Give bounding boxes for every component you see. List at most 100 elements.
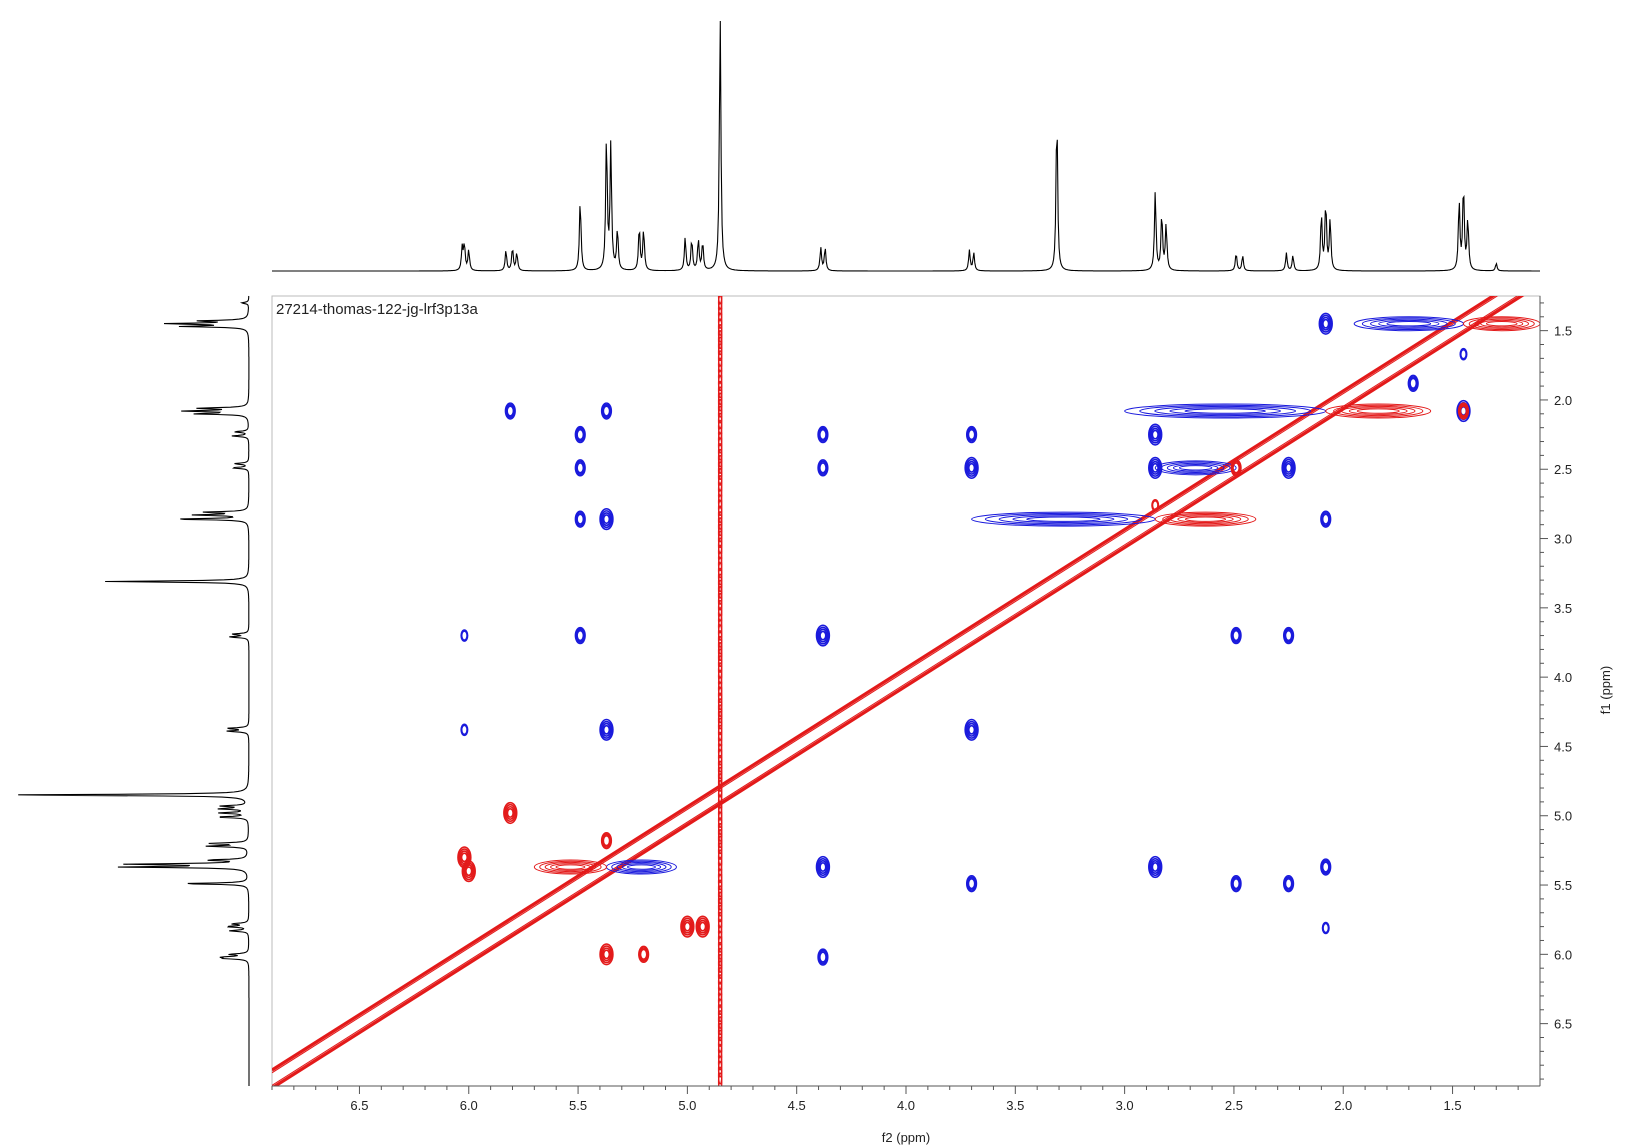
cross-peak-contour: [462, 862, 475, 881]
t1-noise-contour: [717, 370, 723, 384]
cross-peak-contour: [819, 630, 827, 641]
t1-noise-contour: [717, 307, 723, 322]
cross-peak-contour: [818, 428, 827, 441]
y-tick-label: 6.5: [1554, 1017, 1572, 1032]
cross-peak-contour: [818, 860, 828, 875]
cross-peak-contour: [815, 855, 831, 879]
cross-peak-contour: [465, 866, 473, 877]
cross-peak-contour: [1150, 427, 1161, 442]
ridge-contour: [1178, 465, 1213, 471]
f1-axis: 1.5 2.0 2.5 3.0 3.5 4.0 4.5 5.0 5.5 6.0 6.5: [1539, 296, 1572, 1086]
ridge-contour: [1378, 319, 1440, 328]
y-tick-label: 6.0: [1554, 947, 1572, 962]
diagonal-contour-inner-1: [272, 296, 1499, 1074]
cross-peak-contour: [1231, 876, 1241, 891]
cross-peak-contour: [1320, 859, 1331, 875]
cross-peak-contour: [966, 460, 977, 475]
ridge-contour: [1333, 404, 1424, 418]
cross-peak-contour: [574, 425, 586, 444]
cross-peak-contour: [818, 951, 827, 963]
y-tick-label: 4.5: [1554, 739, 1572, 754]
cross-peak-contour: [575, 427, 586, 442]
ridge-contour: [616, 861, 667, 873]
t1-noise-contour: [717, 432, 723, 447]
y-tick-label: 3.5: [1554, 601, 1572, 616]
cross-peak-contour: [817, 459, 829, 477]
cross-peak-contour: [1232, 629, 1241, 642]
cross-peak-contour: [1230, 626, 1242, 645]
cross-peak-contour: [602, 514, 611, 525]
t1-noise-contour: [717, 842, 723, 860]
cross-peak-contour: [575, 511, 586, 527]
ridge-contour: [621, 863, 662, 871]
cross-peak-contour: [1459, 348, 1467, 360]
ridge-contour: [1184, 408, 1266, 414]
y-axis-title: f1 (ppm): [1598, 666, 1613, 714]
cross-peak-contour: [599, 718, 614, 741]
plot-title: 27214-thomas-122-jg-lrf3p13a: [276, 301, 478, 318]
ridge-contour: [539, 860, 602, 874]
cross-peak-contour: [818, 628, 828, 643]
cross-peak-contour: [1282, 626, 1295, 645]
y-tick-label: 1.5: [1554, 324, 1572, 339]
cross-peak-contour: [1282, 458, 1295, 477]
cross-peak-contour: [967, 877, 976, 890]
ridge-contour: [1361, 317, 1456, 331]
y-tick-label: 4.0: [1554, 670, 1572, 685]
cross-peak-contour: [602, 724, 611, 735]
f2-axis: 6.5 6.0 5.5 5.0 4.5 4.0 3.5 3.0 2.5 2.0 1.5: [271, 1085, 1540, 1113]
cross-peak-contour: [601, 403, 612, 419]
cross-peak-contour: [816, 626, 829, 645]
x-tick-label: 6.0: [460, 1098, 478, 1113]
cross-peak-contour: [463, 864, 474, 879]
cross-peak-contour: [1149, 458, 1162, 477]
cross-peak-contour: [1457, 402, 1470, 420]
cross-peak-contour: [460, 724, 468, 736]
x-tick-label: 3.0: [1116, 1098, 1134, 1113]
y-tick-label: 5.5: [1554, 878, 1572, 893]
ridge-contour: [611, 860, 672, 874]
ridge-contour: [1172, 463, 1219, 472]
cross-peak-contour: [1320, 858, 1332, 876]
cross-peak-contour: [576, 428, 585, 441]
cross-peak-contour: [576, 629, 585, 642]
cross-peak-contour: [602, 949, 611, 960]
cross-peak-contour: [1151, 429, 1159, 440]
cross-peak-contour: [682, 919, 693, 934]
cross-peak-contour: [1320, 511, 1331, 527]
cross-peak-contour: [638, 945, 650, 964]
ridge-contour: [1177, 515, 1234, 524]
ridge-contour: [1340, 405, 1416, 417]
x-tick-label: 6.5: [350, 1098, 368, 1113]
cross-peak-contour: [680, 915, 695, 938]
cross-peak-contour: [1456, 399, 1471, 423]
ridge-contour: [533, 859, 607, 875]
cross-peak-contour: [601, 947, 612, 962]
cross-peak-contour: [602, 405, 611, 417]
ridge-contour: [1154, 511, 1257, 527]
cross-peak-contour: [1283, 460, 1294, 475]
cross-peak-contour: [964, 456, 979, 479]
ridge-contour: [550, 863, 591, 871]
ridge-contour: [1162, 512, 1249, 526]
y-tick-label: 3.0: [1554, 532, 1572, 547]
cross-peak-contour: [1282, 874, 1295, 893]
f1-projection-spectrum: [18, 295, 250, 1086]
cross-peak-contour: [1321, 861, 1330, 873]
cross-peak-contour: [575, 460, 586, 476]
cross-peak-contour: [1149, 425, 1162, 444]
cross-peak-contour: [601, 512, 612, 527]
cross-peak-contour: [815, 624, 831, 647]
cross-peak-contour: [602, 835, 611, 847]
cross-peak-contour: [965, 720, 978, 739]
cross-peak-contour: [1459, 405, 1468, 417]
cross-peak-contour: [601, 833, 612, 848]
diagonal-contour-inner-2: [272, 296, 1519, 1086]
ridge-contour: [1012, 515, 1115, 524]
cross-peak-contour: [1151, 862, 1159, 872]
cross-peak-contour: [600, 945, 613, 964]
cross-peak-contour: [460, 852, 469, 863]
ridge-contour: [1169, 514, 1242, 525]
contour-layer: [272, 296, 1540, 1086]
cross-peak-contour: [683, 921, 692, 932]
